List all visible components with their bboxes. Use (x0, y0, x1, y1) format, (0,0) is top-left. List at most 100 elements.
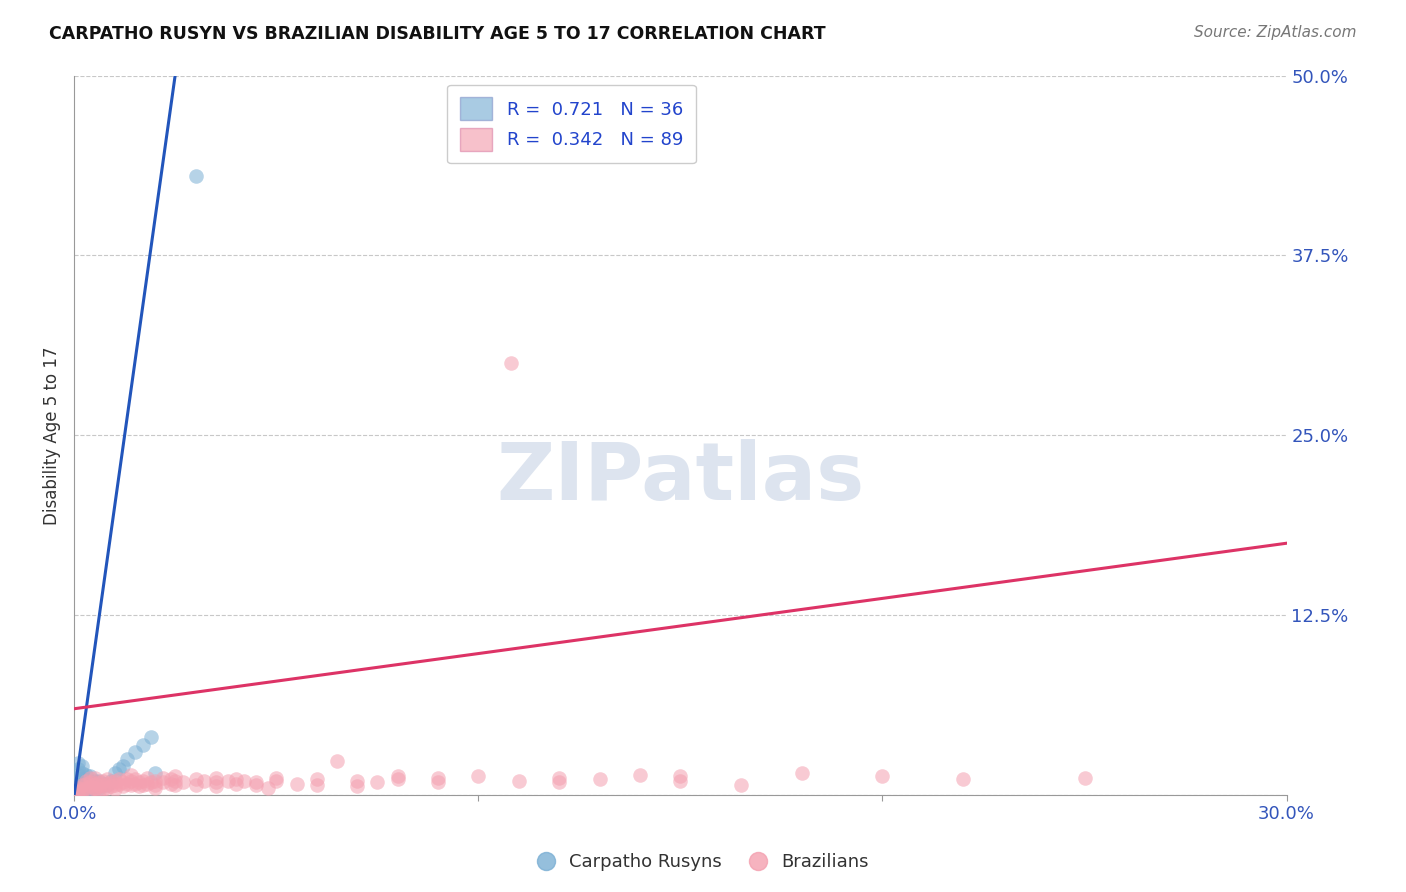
Point (67, 768, 90, 782)
Point (107, 772, 129, 787)
Point (111, 759, 134, 773)
Point (124, 745, 146, 759)
Point (184, 778, 207, 792)
Point (136, 776, 159, 790)
Point (160, 776, 183, 790)
Point (305, 778, 328, 792)
Point (143, 780, 166, 795)
Point (96, 780, 118, 795)
Legend: Carpatho Rusyns, Brazilians: Carpatho Rusyns, Brazilians (530, 847, 876, 879)
Point (75, 780, 97, 795)
Point (217, 773, 239, 788)
Point (548, 771, 571, 785)
Point (91, 778, 114, 792)
Legend: R =  0.721   N = 36, R =  0.342   N = 89: R = 0.721 N = 36, R = 0.342 N = 89 (447, 85, 696, 163)
Point (83, 780, 105, 794)
Point (67, 785, 90, 799)
Point (107, 776, 129, 790)
Point (143, 766, 166, 780)
Point (165, 778, 187, 792)
Point (184, 169, 207, 184)
Point (143, 778, 166, 792)
Point (79, 780, 101, 794)
Point (136, 771, 159, 785)
Point (346, 780, 368, 794)
Point (669, 773, 692, 788)
Point (91, 782, 114, 797)
Point (72, 782, 94, 797)
Point (124, 776, 146, 790)
Point (79, 775, 101, 789)
Point (143, 773, 166, 788)
Point (548, 775, 571, 789)
Point (952, 772, 974, 787)
Point (83, 773, 105, 788)
Point (225, 772, 247, 787)
Text: Source: ZipAtlas.com: Source: ZipAtlas.com (1194, 25, 1357, 40)
Point (120, 773, 142, 788)
Point (87, 773, 110, 788)
Point (87, 775, 110, 789)
Point (346, 773, 368, 788)
Point (87, 783, 110, 797)
Point (91, 776, 114, 790)
Point (87, 780, 110, 794)
Point (225, 776, 247, 790)
Point (79, 776, 101, 790)
Point (165, 773, 187, 788)
Point (132, 778, 155, 792)
Point (67, 773, 90, 788)
Point (128, 780, 150, 794)
Point (588, 772, 610, 787)
Point (96, 776, 118, 790)
Point (111, 780, 134, 794)
Point (72, 772, 94, 787)
Point (115, 752, 138, 766)
Point (172, 775, 194, 789)
Point (669, 769, 692, 783)
Point (266, 771, 288, 785)
Point (266, 773, 288, 788)
Point (72, 766, 94, 780)
Point (83, 771, 105, 785)
Point (67, 783, 90, 797)
Point (96, 772, 118, 787)
Point (100, 775, 122, 789)
Point (83, 776, 105, 790)
Point (132, 738, 155, 752)
Point (257, 780, 280, 795)
Point (75, 773, 97, 788)
Point (67, 782, 90, 797)
Point (91, 773, 114, 788)
Point (75, 780, 97, 794)
Point (204, 780, 226, 794)
Point (128, 775, 150, 789)
Point (245, 778, 267, 792)
Point (83, 780, 105, 795)
Point (285, 776, 308, 790)
Point (72, 783, 94, 797)
Y-axis label: Disability Age 5 to 17: Disability Age 5 to 17 (44, 346, 60, 524)
Point (79, 782, 101, 797)
Point (72, 759, 94, 773)
Point (72, 776, 94, 790)
Point (305, 772, 328, 787)
Point (872, 769, 894, 783)
Point (120, 768, 142, 782)
Point (115, 776, 138, 790)
Point (67, 780, 90, 795)
Point (139, 775, 162, 789)
Point (100, 780, 122, 794)
Point (107, 762, 129, 776)
Point (245, 775, 267, 789)
Point (72, 778, 94, 792)
Point (104, 766, 127, 780)
Point (79, 771, 101, 785)
Point (75, 783, 97, 797)
Point (79, 783, 101, 797)
Point (152, 775, 174, 789)
Point (204, 771, 226, 785)
Text: CARPATHO RUSYN VS BRAZILIAN DISABILITY AGE 5 TO 17 CORRELATION CHART: CARPATHO RUSYN VS BRAZILIAN DISABILITY A… (49, 25, 825, 43)
Point (72, 780, 94, 795)
Point (204, 775, 226, 789)
